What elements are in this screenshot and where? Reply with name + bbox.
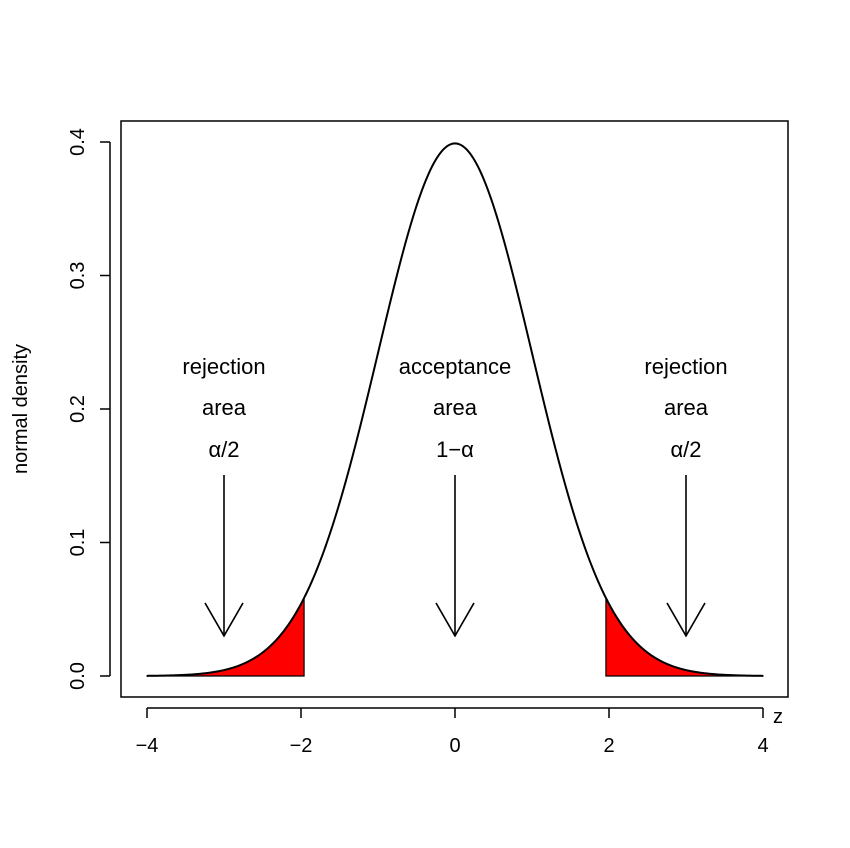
annotation-text: rejection bbox=[644, 354, 727, 379]
annotation-text: α/2 bbox=[208, 437, 239, 462]
density-curve bbox=[146, 142, 764, 677]
x-tick-label: 0 bbox=[449, 735, 460, 757]
y-axis-label: normal density bbox=[10, 344, 32, 474]
annotation-text: rejection bbox=[182, 354, 265, 379]
annotation-2: acceptance area 1−α bbox=[399, 354, 512, 638]
x-axis-label: z bbox=[773, 706, 783, 728]
plot-frame bbox=[120, 120, 789, 698]
y-tick-label: 0.1 bbox=[67, 529, 89, 557]
x-tick-label: 2 bbox=[603, 735, 614, 757]
annotation-text: α/2 bbox=[670, 437, 701, 462]
annotation-arrow-head bbox=[666, 602, 706, 638]
annotation-text: acceptance bbox=[399, 354, 512, 379]
y-tick-label: 0.3 bbox=[67, 262, 89, 290]
x-axis: −4 −2 0 2 4 bbox=[136, 707, 769, 757]
annotation-3: rejection area α/2 bbox=[644, 354, 728, 638]
annotation-text: area bbox=[202, 395, 247, 420]
y-tick-label: 0.4 bbox=[67, 128, 89, 156]
annotation-arrow-head bbox=[204, 602, 244, 638]
rejection-region-1 bbox=[146, 597, 305, 677]
annotations: rejection area α/2 acceptance area 1−α rejecti… bbox=[182, 354, 728, 638]
annotation-arrow-head bbox=[435, 602, 475, 638]
annotation-text: area bbox=[664, 395, 709, 420]
y-tick-label: 0.0 bbox=[67, 662, 89, 690]
annotation-1: rejection area α/2 bbox=[182, 354, 266, 638]
y-tick-label: 0.2 bbox=[67, 395, 89, 423]
y-axis: 0.0 0.1 0.2 0.3 0.4 bbox=[67, 128, 111, 690]
annotation-text: area bbox=[433, 395, 478, 420]
rejection-region-2 bbox=[605, 597, 764, 677]
annotation-text: 1−α bbox=[436, 437, 474, 462]
x-tick-label: 4 bbox=[757, 735, 768, 757]
x-tick-label: −2 bbox=[290, 735, 313, 757]
x-tick-label: −4 bbox=[136, 735, 159, 757]
